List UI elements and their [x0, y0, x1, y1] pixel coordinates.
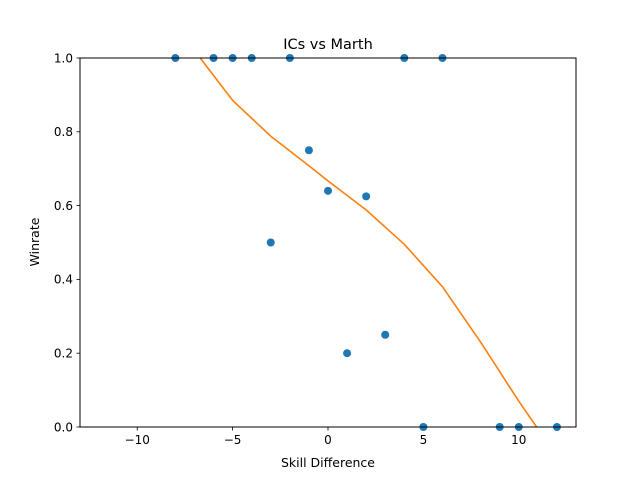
x-tick-label: −10: [125, 433, 150, 447]
scatter-point: [381, 330, 390, 339]
plot-frame: [79, 57, 577, 428]
x-tick-label: 10: [511, 433, 526, 447]
x-axis-label: Skill Difference: [281, 455, 375, 470]
x-tick-label: −5: [224, 433, 242, 447]
plot-area: [80, 58, 576, 427]
y-axis-ticks: 0.0 0.2 0.4 0.6 0.8 1.0: [54, 51, 80, 434]
y-tick-label: 0.2: [54, 347, 73, 361]
chart-title: ICs vs Marth: [283, 37, 373, 53]
scatter-point: [343, 349, 352, 358]
x-tick-label: 5: [420, 433, 428, 447]
fit-curve-layer: [199, 58, 538, 427]
scatter-point: [304, 146, 313, 155]
y-axis-label: Winrate: [27, 217, 42, 266]
y-tick-label: 0.4: [54, 273, 73, 287]
scatter-point: [266, 238, 275, 247]
x-axis-ticks: −10 −5 0 5 10: [125, 427, 526, 447]
y-tick-label: 0.8: [54, 125, 73, 139]
fit-curve: [199, 58, 538, 427]
y-tick-label: 1.0: [54, 51, 73, 65]
x-tick-label: 0: [324, 433, 332, 447]
scatter-point: [362, 192, 371, 201]
scatter-point: [324, 186, 332, 195]
y-tick-label: 0.6: [54, 199, 73, 213]
y-tick-label: 0.0: [54, 420, 73, 434]
